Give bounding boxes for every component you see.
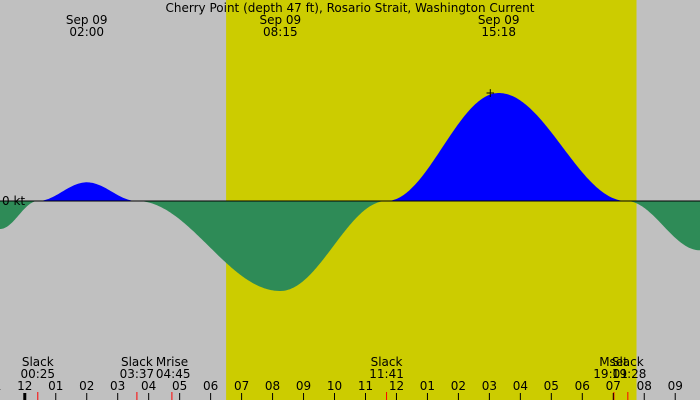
- hour-label-14: 01: [420, 379, 435, 393]
- ebb-area-4: [627, 201, 700, 251]
- event-name-3: Slack: [371, 355, 403, 369]
- hour-label-10: 09: [296, 379, 311, 393]
- flood-area-1: [38, 182, 137, 201]
- hour-label-0: 11: [0, 379, 1, 393]
- hour-label-5: 04: [141, 379, 156, 393]
- hour-label-17: 04: [513, 379, 528, 393]
- ebb-area-2: [137, 201, 387, 291]
- event-time-0: 00:25: [20, 367, 55, 381]
- hour-label-12: 11: [358, 379, 373, 393]
- event-time-5: 19:28: [612, 367, 647, 381]
- top-date-label-1: Sep 09: [259, 13, 301, 27]
- current-area-group: [0, 93, 700, 291]
- event-time-2: 04:45: [156, 367, 191, 381]
- hour-label-19: 06: [575, 379, 590, 393]
- top-time-label-0: 02:00: [69, 25, 104, 39]
- hour-label-13: 12: [389, 379, 404, 393]
- top-time-label-1: 08:15: [263, 25, 298, 39]
- hour-label-1: 12: [17, 379, 32, 393]
- chart-title: Cherry Point (depth 47 ft), Rosario Stra…: [166, 1, 535, 15]
- flood-area-3: [387, 93, 627, 201]
- hour-label-6: 05: [172, 379, 187, 393]
- hour-label-2: 01: [48, 379, 63, 393]
- hour-label-20: 07: [606, 379, 621, 393]
- top-date-label-0: Sep 09: [66, 13, 108, 27]
- zero-label: 0 kt: [2, 194, 25, 208]
- hour-ticks: 11 12 01 02 03 04 05 06 07 08 09 10 11 12 01 02 03 04 05 06…: [0, 379, 683, 400]
- peak-marker-group: +: [485, 86, 495, 100]
- hour-label-9: 08: [265, 379, 280, 393]
- hour-label-21: 08: [637, 379, 652, 393]
- hour-label-22: 09: [668, 379, 683, 393]
- hour-label-15: 02: [451, 379, 466, 393]
- hour-label-8: 07: [234, 379, 249, 393]
- top-time-label-2: 15:18: [481, 25, 516, 39]
- hour-label-11: 10: [327, 379, 342, 393]
- hour-label-18: 05: [544, 379, 559, 393]
- hour-label-7: 06: [203, 379, 218, 393]
- hour-label-16: 03: [482, 379, 497, 393]
- ebb-area-0: [0, 201, 38, 229]
- event-labels: Slack00:25Slack03:37Mrise04:45Slack11:41…: [20, 355, 646, 400]
- event-time-4: 19:01: [593, 367, 628, 381]
- event-time-1: 03:37: [120, 367, 155, 381]
- event-time-3: 11:41: [369, 367, 404, 381]
- event-name-1: Slack: [121, 355, 153, 369]
- peak-marker: +: [485, 86, 495, 100]
- top-date-label-2: Sep 09: [478, 13, 520, 27]
- event-name-2: Mrise: [156, 355, 188, 369]
- event-name-0: Slack: [22, 355, 54, 369]
- hour-label-4: 03: [110, 379, 125, 393]
- event-name-5: Slack: [612, 355, 644, 369]
- event-name-4: Mset: [599, 355, 628, 369]
- hour-label-3: 02: [79, 379, 94, 393]
